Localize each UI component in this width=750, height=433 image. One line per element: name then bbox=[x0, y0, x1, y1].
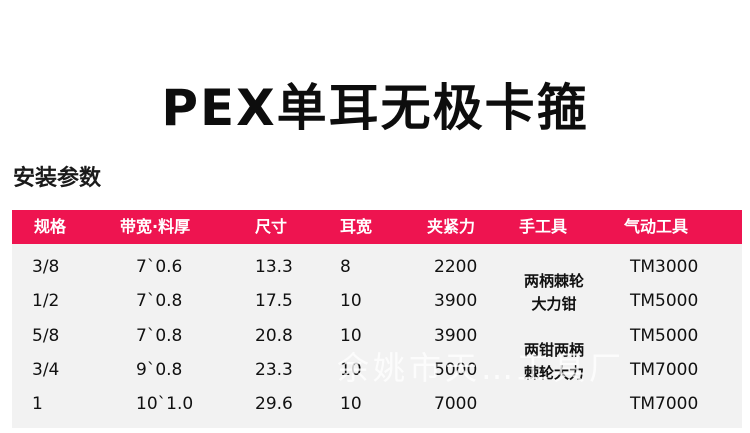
cell-size: 17.5 bbox=[255, 291, 293, 311]
cell-size: 13.3 bbox=[255, 257, 293, 277]
cell-force: 7000 bbox=[434, 394, 478, 414]
cell-band: 7`0.8 bbox=[136, 291, 183, 311]
column-header-band: 带宽·料厚 bbox=[120, 217, 191, 236]
cell-ear: 10 bbox=[340, 394, 362, 414]
cell-spec: 5/8 bbox=[32, 326, 60, 346]
cell-band: 7`0.6 bbox=[136, 257, 183, 277]
column-header-hand-tool: 手工具 bbox=[519, 217, 568, 236]
hand-tool-group: 两钳两柄 棘轮大力 bbox=[504, 339, 604, 385]
cell-size: 23.3 bbox=[255, 360, 293, 380]
cell-spec: 1 bbox=[32, 394, 43, 414]
column-header-force: 夹紧力 bbox=[427, 217, 476, 236]
cell-pneumatic: TM5000 bbox=[630, 291, 699, 311]
hand-tool-line: 棘轮大力 bbox=[523, 364, 584, 382]
column-header-spec: 规格 bbox=[34, 217, 67, 236]
cell-band: 10`1.0 bbox=[136, 394, 194, 414]
hand-tool-line: 两柄棘轮 bbox=[523, 272, 584, 290]
cell-band: 9`0.8 bbox=[136, 360, 183, 380]
cell-spec: 3/4 bbox=[32, 360, 60, 380]
cell-ear: 10 bbox=[340, 291, 362, 311]
hand-tool-line: 大力钳 bbox=[531, 295, 577, 313]
column-header-ear: 耳宽 bbox=[340, 217, 373, 236]
cell-force: 3900 bbox=[434, 291, 478, 311]
hand-tool-line: 两钳两柄 bbox=[523, 341, 584, 359]
params-table: 规格 带宽·料厚 尺寸 耳宽 夹紧力 手工具 气动工具 3/8 7`0.6 13… bbox=[12, 210, 742, 428]
cell-pneumatic: TM7000 bbox=[630, 360, 699, 380]
cell-force: 3900 bbox=[434, 326, 478, 346]
cell-ear: 8 bbox=[340, 257, 351, 277]
cell-ear: 10 bbox=[340, 326, 362, 346]
cell-pneumatic: TM7000 bbox=[630, 394, 699, 414]
hand-tool-group: 两柄棘轮 大力钳 bbox=[504, 270, 604, 316]
cell-force: 2200 bbox=[434, 257, 478, 277]
cell-force: 5000 bbox=[434, 360, 478, 380]
column-header-size: 尺寸 bbox=[255, 217, 288, 236]
table-header: 规格 带宽·料厚 尺寸 耳宽 夹紧力 手工具 气动工具 bbox=[12, 210, 742, 244]
cell-pneumatic: TM5000 bbox=[630, 326, 699, 346]
page-title: PEX单耳无极卡箍 bbox=[161, 79, 589, 137]
cell-spec: 1/2 bbox=[32, 291, 60, 311]
cell-pneumatic: TM3000 bbox=[630, 257, 699, 277]
cell-spec: 3/8 bbox=[32, 257, 60, 277]
cell-band: 7`0.8 bbox=[136, 326, 183, 346]
cell-size: 20.8 bbox=[255, 326, 293, 346]
column-header-pneumatic-tool: 气动工具 bbox=[624, 217, 689, 236]
cell-ear: 10 bbox=[340, 360, 362, 380]
section-title: 安装参数 bbox=[13, 166, 102, 191]
cell-size: 29.6 bbox=[255, 394, 293, 414]
